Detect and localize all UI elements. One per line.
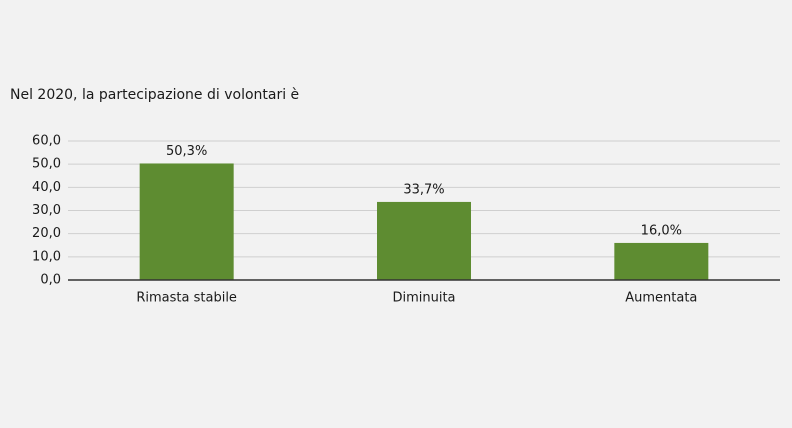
bar — [139, 163, 234, 280]
y-tick-label: 50,0 — [32, 157, 61, 172]
bar — [614, 242, 709, 280]
x-tick-label: Diminuita — [392, 291, 455, 306]
y-tick-label: 30,0 — [32, 203, 61, 218]
chart-title: Nel 2020, la partecipazione di volontari… — [10, 87, 299, 103]
value-label: 50,3% — [166, 144, 207, 159]
x-tick-label: Aumentata — [625, 291, 697, 306]
bar — [377, 201, 471, 280]
x-tick-label: Rimasta stabile — [136, 291, 237, 306]
y-tick-label: 0,0 — [40, 273, 61, 288]
y-tick-label: 20,0 — [32, 226, 61, 241]
y-tick-label: 60,0 — [32, 134, 61, 149]
y-tick-label: 10,0 — [32, 249, 61, 264]
y-tick-label: 40,0 — [32, 180, 61, 195]
value-label: 33,7% — [403, 182, 444, 197]
value-label: 16,0% — [641, 223, 682, 238]
